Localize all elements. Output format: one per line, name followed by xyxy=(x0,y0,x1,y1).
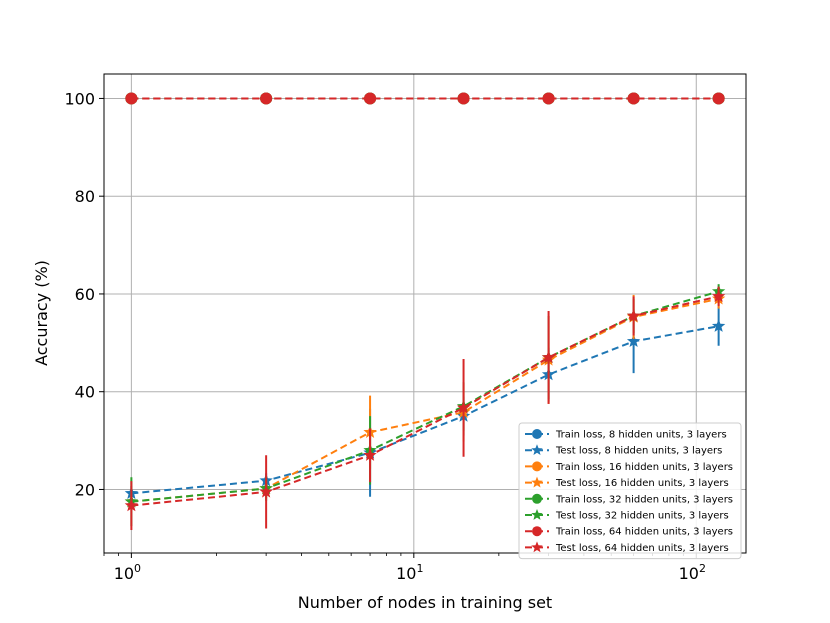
y-tick-label: 20 xyxy=(75,480,95,499)
legend-marker xyxy=(532,526,542,537)
legend-item: Train loss, 32 hidden units, 3 layers xyxy=(525,493,733,505)
x-tick-label: 100 xyxy=(114,562,141,583)
legend-box xyxy=(518,422,742,560)
legend-item: Test loss, 32 hidden units, 3 layers xyxy=(525,509,729,522)
legend-item: Test loss, 64 hidden units, 3 layers xyxy=(525,541,729,554)
legend-item: Train loss, 64 hidden units, 3 layers xyxy=(525,526,733,538)
y-axis-label: Accuracy (%) xyxy=(32,260,51,366)
y-tick-label: 80 xyxy=(75,187,95,206)
legend-marker xyxy=(531,541,543,553)
y-tick-label: 60 xyxy=(75,285,95,304)
y-tick-label: 40 xyxy=(75,383,95,402)
series-7 xyxy=(124,286,726,531)
data-point xyxy=(627,92,640,105)
legend-label: Train loss, 32 hidden units, 3 layers xyxy=(555,494,733,505)
plot-frame xyxy=(103,73,747,554)
legend-item: Train loss, 8 hidden units, 3 layers xyxy=(525,429,727,441)
legend-label: Train loss, 8 hidden units, 3 layers xyxy=(555,430,727,441)
legend-label: Test loss, 16 hidden units, 3 layers xyxy=(555,478,729,489)
data-point xyxy=(542,92,555,105)
legend-label: Train loss, 16 hidden units, 3 layers xyxy=(555,462,733,473)
data-point xyxy=(260,92,273,105)
data-point xyxy=(125,92,138,105)
legend-label: Test loss, 64 hidden units, 3 layers xyxy=(555,543,729,554)
series-6 xyxy=(125,92,725,105)
data-point xyxy=(541,350,556,364)
legend-marker xyxy=(532,493,542,504)
legend-item: Test loss, 16 hidden units, 3 layers xyxy=(525,476,729,489)
data-point xyxy=(711,289,726,303)
data-point xyxy=(124,498,139,512)
data-point xyxy=(626,334,641,348)
data-point xyxy=(456,400,471,414)
x-axis-label: Number of nodes in training set xyxy=(298,593,552,612)
ticks: 100 101 102 20 40 60 80 100 xyxy=(64,89,705,583)
data-point xyxy=(626,308,641,322)
data-point xyxy=(364,92,377,105)
x-tick-label: 101 xyxy=(396,562,423,583)
legend-marker xyxy=(531,476,543,488)
legend: Train loss, 8 hidden units, 3 layers Test… xyxy=(518,422,742,560)
data-point xyxy=(363,448,377,461)
legend-item: Train loss, 16 hidden units, 3 layers xyxy=(525,461,733,473)
x-tick-label: 102 xyxy=(679,562,706,583)
legend-label: Test loss, 32 hidden units, 3 layers xyxy=(555,511,729,522)
legend-label: Train loss, 64 hidden units, 3 layers xyxy=(555,527,733,538)
data-point xyxy=(711,319,726,332)
legend-item: Test loss, 8 hidden units, 3 layers xyxy=(525,444,722,457)
data-point xyxy=(259,484,273,498)
data-point xyxy=(712,92,725,105)
legend-marker xyxy=(532,429,542,439)
y-tick-label: 100 xyxy=(64,89,95,108)
legend-marker xyxy=(531,444,543,456)
legend-marker xyxy=(531,509,543,520)
legend-label: Test loss, 8 hidden units, 3 layers xyxy=(555,446,722,457)
data-point xyxy=(457,92,470,105)
legend-marker xyxy=(532,461,542,472)
series-layer xyxy=(124,92,726,531)
